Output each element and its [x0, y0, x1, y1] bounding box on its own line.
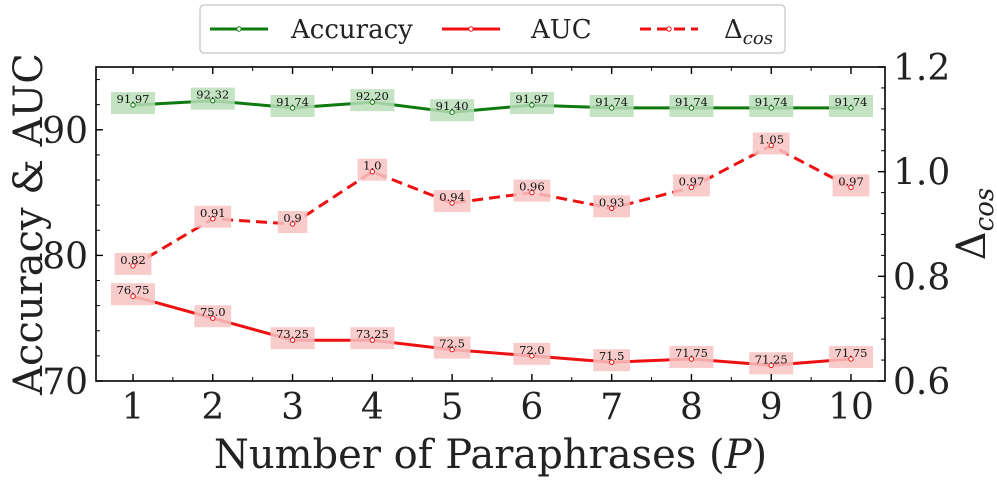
x-tick-label: 5: [441, 387, 464, 428]
x-axis-label: Number of Paraphrases (P): [214, 432, 767, 478]
x-tick-label: 2: [201, 387, 224, 428]
legend-label-2: Δcos: [724, 15, 773, 49]
legend-label-0: Accuracy: [290, 15, 413, 45]
data-label: 0.93: [599, 195, 625, 209]
data-label: 0.97: [838, 174, 864, 188]
x-tick-label: 10: [828, 387, 874, 428]
legend-marker: [468, 26, 474, 32]
data-label: 0.96: [519, 180, 545, 194]
data-label: 71.75: [835, 346, 868, 360]
data-label: 73.25: [356, 327, 389, 341]
x-tick-label: 7: [600, 387, 623, 428]
legend-marker: [666, 26, 672, 32]
data-label: 75.0: [200, 305, 226, 319]
plot-area: 91.97 92.32 91.74 92.20 91.40 91.97 91.74 91.74…: [111, 87, 873, 375]
y-left-tick-label: 70: [42, 362, 88, 403]
data-label: 1.0: [363, 159, 381, 173]
data-label: 0.97: [679, 174, 705, 188]
data-label: 0.9: [283, 211, 301, 225]
data-point: [688, 105, 695, 111]
data-label: 91.74: [595, 95, 628, 109]
data-label: 91.74: [755, 95, 788, 109]
data-label: 76.75: [117, 283, 150, 297]
data-point: [130, 102, 136, 108]
data-label: 91.97: [515, 92, 548, 106]
data-label: 0.91: [200, 206, 226, 220]
data-label: 91.74: [276, 95, 309, 109]
series-line-2: [132, 144, 852, 268]
data-label: 72.0: [519, 343, 545, 357]
y-left-tick-label: 90: [42, 111, 88, 152]
data-point: [848, 356, 854, 362]
data-point: [848, 184, 854, 191]
data-point: [130, 263, 136, 269]
data-point: [608, 359, 615, 365]
data-point: [529, 353, 535, 359]
data-label: 1.05: [758, 133, 784, 147]
data-point: [848, 105, 854, 111]
x-tick-label: 6: [520, 387, 543, 428]
data-label: 73.25: [276, 327, 309, 341]
data-point: [210, 216, 216, 222]
data-point: [369, 99, 376, 105]
data-point: [608, 105, 615, 111]
data-label: 0.82: [120, 253, 146, 267]
data-point: [768, 105, 774, 111]
legend-label-1: AUC: [530, 15, 592, 45]
plot-frame: [95, 66, 886, 382]
x-tick-label: 1: [122, 387, 145, 428]
data-label: 91.40: [436, 99, 469, 113]
y-right-axis-label: Δcos: [949, 188, 997, 260]
series-line-0: [132, 99, 851, 114]
data-point: [449, 109, 455, 115]
data-label: 71.5: [599, 349, 625, 363]
data-point: [130, 293, 136, 299]
x-tick-label: 3: [281, 387, 304, 428]
data-point: [768, 362, 774, 368]
data-label: 91.74: [675, 95, 708, 109]
data-label: 0.94: [439, 190, 465, 204]
legend: Accuracy AUC Δcos: [199, 4, 786, 54]
y-right-tick-label: 0.8: [893, 257, 950, 298]
data-point: [768, 142, 774, 149]
y-right-tick-label: 0.6: [893, 362, 950, 403]
data-label: 91.97: [117, 92, 150, 106]
data-label: 71.25: [755, 352, 788, 366]
y-left-axis-label: Accuracy & AUC: [6, 53, 52, 396]
data-point: [210, 315, 216, 321]
data-point: [369, 337, 376, 343]
legend-marker: [236, 26, 242, 32]
data-point: [369, 168, 376, 175]
data-point: [529, 189, 535, 196]
data-point: [289, 221, 296, 227]
data-point: [688, 184, 695, 191]
data-point: [449, 200, 455, 206]
y-right-tick-label: 1.0: [893, 153, 950, 194]
data-point: [289, 105, 296, 111]
y-right-tick-label: 1.2: [893, 48, 950, 89]
x-tick-label: 9: [760, 387, 783, 428]
x-tick-label: 4: [361, 387, 384, 428]
data-label: 91.74: [835, 95, 868, 109]
data-point: [449, 346, 455, 353]
data-label: 71.75: [675, 346, 708, 360]
data-point: [210, 97, 216, 104]
data-point: [529, 102, 535, 108]
data-point: [608, 205, 615, 212]
axes: 1 2 3 4 5 6 7 8 9 10 70 80 90 0.6 0.8 1.0 1.2 Number of P…: [6, 48, 997, 478]
x-tick-label: 8: [680, 387, 703, 428]
data-label: 92.20: [356, 89, 389, 103]
data-label: 92.32: [196, 88, 229, 102]
series-line-1: [132, 294, 852, 367]
data-point: [289, 337, 296, 343]
data-point: [688, 356, 695, 362]
y-left-tick-label: 80: [42, 236, 88, 277]
data-label: 72.5: [439, 337, 465, 351]
